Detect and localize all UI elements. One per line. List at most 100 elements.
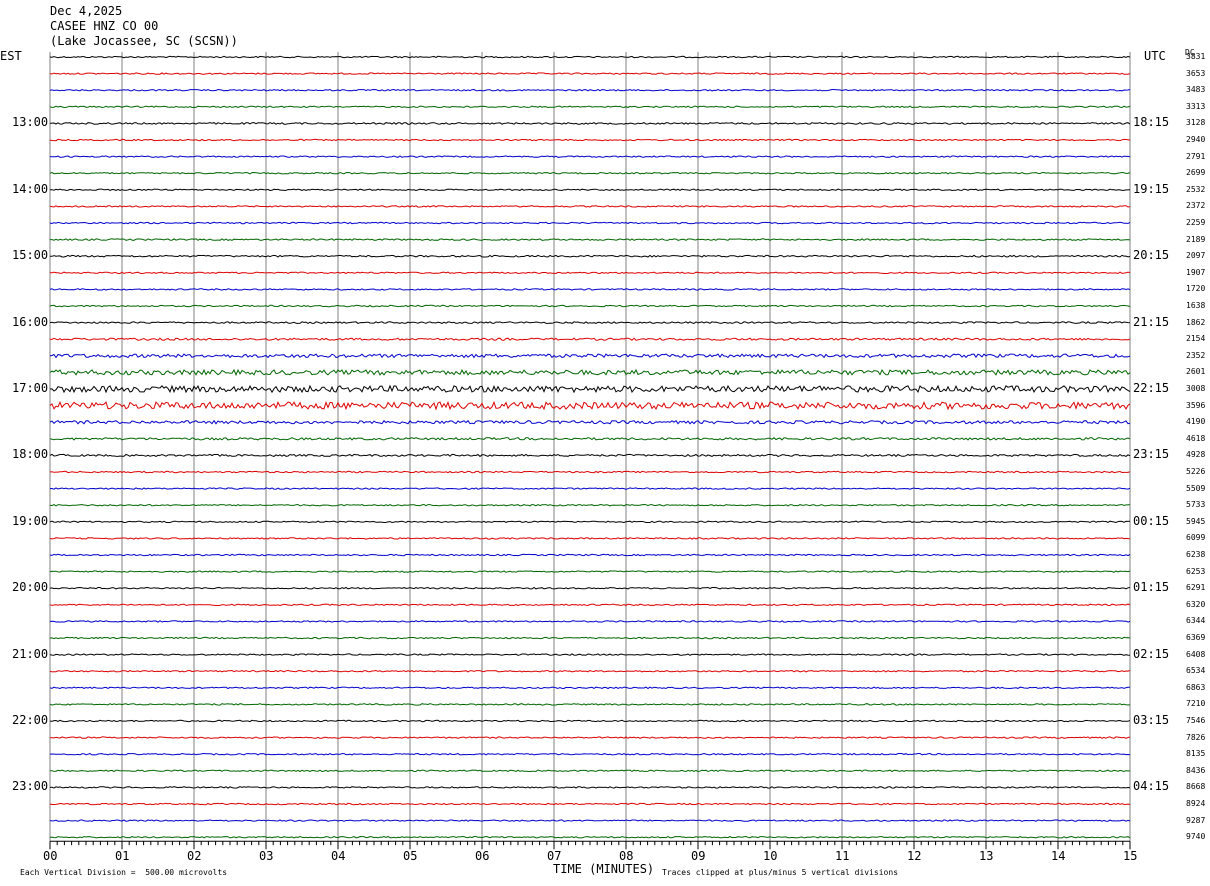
dc-offset-value: 2940 [1186,135,1206,144]
seismic-trace [49,603,1131,607]
seismic-trace [49,138,1131,142]
utc-hour-label: 19:15 [1133,181,1170,196]
est-hour-label: 20:00 [12,580,49,595]
dc-offset-value: 2699 [1186,168,1206,178]
dc-offset-value: 3008 [1186,384,1206,393]
x-tick-label: 10 [763,849,778,864]
seismic-trace [49,419,1131,425]
dc-offset-value: 4190 [1186,417,1206,427]
x-tick-label: 14 [1051,849,1066,864]
seismic-trace [49,188,1131,192]
dc-offset-value: 6238 [1186,550,1206,559]
seismic-trace [49,553,1131,557]
x-tick-label: 08 [619,849,634,864]
dc-offset-value: 8924 [1186,799,1206,808]
utc-hour-label: 22:15 [1133,381,1170,395]
left-timezone-label: EST [0,49,22,63]
x-tick-label: 15 [1123,849,1138,864]
dc-offset-value: 3483 [1186,85,1206,95]
dc-offset-value: 4618 [1186,433,1206,443]
dc-offset-value: 5509 [1186,483,1206,493]
dc-offset-value: 9287 [1186,815,1206,825]
seismic-trace [49,586,1131,590]
est-hour-label: 16:00 [12,314,49,329]
dc-offset-value: 2259 [1186,218,1206,227]
seismic-trace [49,487,1131,490]
seismic-trace [49,337,1131,341]
dc-offset-value: 6863 [1186,682,1206,692]
x-tick-label: 05 [403,849,418,864]
scale-note: Each Vertical Division = 500.00 microvol… [20,868,228,877]
est-hour-label: 15:00 [12,248,49,263]
station-code: CASEE HNZ CO 00 [50,19,159,33]
dc-offset-value: 3313 [1186,101,1206,111]
dc-offset-value: 6099 [1186,533,1206,543]
seismic-trace [49,736,1131,739]
seismic-trace [49,453,1131,458]
seismic-trace [49,802,1131,806]
utc-hour-label: 21:15 [1133,314,1170,329]
est-hour-label: 14:00 [12,181,49,196]
seismic-trace [49,88,1131,92]
seismic-trace [49,384,1131,394]
seismic-trace [49,55,1131,59]
dc-offset-value: 7546 [1186,716,1206,725]
x-tick-label: 11 [835,849,850,864]
est-hour-label: 13:00 [12,115,49,130]
x-tick-label: 00 [43,849,58,864]
seismic-trace [50,238,1131,241]
right-timezone-label: UTC [1144,49,1166,63]
dc-offset-value: 2601 [1186,367,1206,377]
seismic-trace [49,769,1131,773]
utc-hour-label: 18:15 [1133,115,1170,130]
dc-offset-value: 1907 [1186,267,1206,277]
seismic-trace [49,155,1131,158]
dc-offset-value: 6291 [1186,583,1206,593]
dc-offset-value: 2097 [1186,251,1206,261]
est-hour-label: 18:00 [12,447,49,462]
seismic-trace [49,304,1131,308]
est-hour-label: 17:00 [12,381,49,395]
x-tick-label: 04 [331,849,346,864]
seismic-trace [49,321,1131,325]
seismic-trace [49,537,1131,540]
dc-offset-value: 6253 [1186,566,1206,576]
x-tick-label: 07 [547,849,562,864]
plot-date: Dec 4,2025 [50,4,123,18]
dc-offset-value: 3128 [1186,118,1206,128]
utc-hour-label: 02:15 [1133,646,1170,661]
x-tick-label: 09 [691,849,706,864]
seismic-trace [49,368,1131,377]
dc-offset-value: 2791 [1186,151,1206,161]
utc-hour-label: 20:15 [1133,248,1170,263]
seismic-trace [49,520,1131,524]
dc-offset-value: 6344 [1186,616,1206,626]
dc-offset-value: 6534 [1186,666,1206,676]
dc-offset-value: 3831 [1186,52,1206,61]
utc-hour-label: 04:15 [1133,779,1170,794]
seismic-trace [49,503,1131,507]
est-hour-label: 22:00 [12,713,49,727]
dc-offset-value: 2154 [1186,334,1206,344]
dc-offset-value: 7826 [1186,732,1206,742]
seismic-trace [49,105,1131,109]
est-hour-label: 21:00 [12,646,49,661]
dc-offset-value: 5733 [1186,500,1206,510]
seismic-trace [49,835,1131,839]
seismic-trace [50,271,1131,275]
dc-offset-value: 1862 [1186,317,1206,327]
dc-offset-value: 8135 [1186,749,1206,759]
seismic-trace [49,221,1131,225]
clip-note: Traces clipped at plus/minus 5 vertical … [662,868,899,877]
dc-offset-value: 3596 [1186,400,1206,410]
seismic-trace [49,719,1131,723]
dc-offset-value: 5226 [1186,467,1206,476]
x-tick-label: 03 [259,849,274,864]
seismic-trace [49,703,1131,706]
seismic-trace [49,254,1131,258]
dc-offset-value: 7210 [1186,699,1206,709]
x-tick-label: 01 [115,849,130,864]
dc-offset-value: 6320 [1186,599,1206,609]
seismic-trace [49,636,1131,640]
